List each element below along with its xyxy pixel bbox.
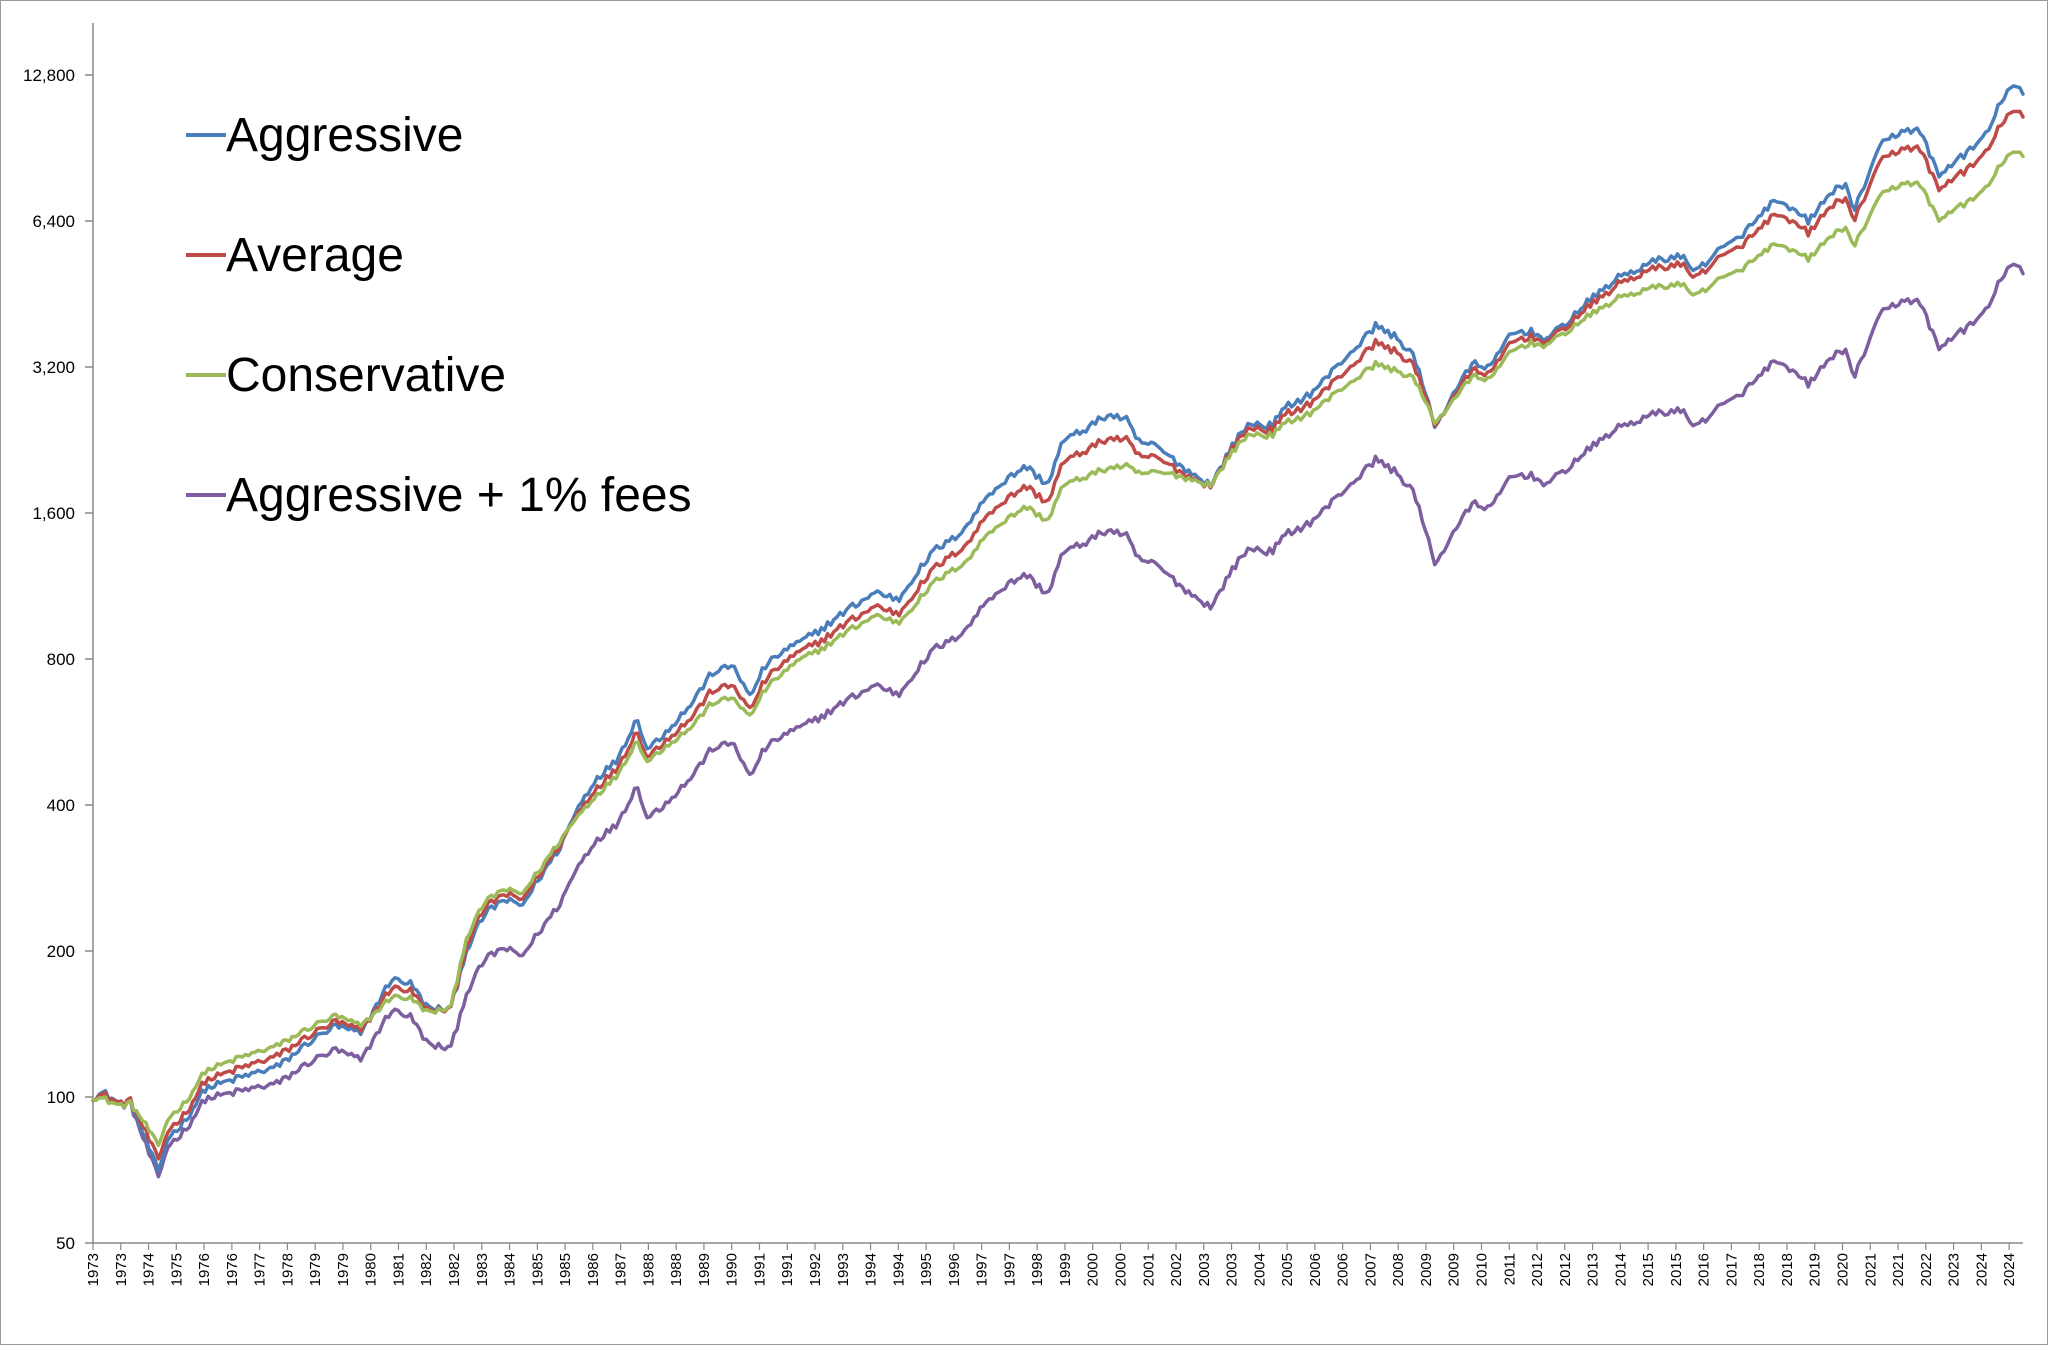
series-line-aggressive <box>91 84 2025 1173</box>
x-tick-label: 2003 <box>1196 1253 1213 1286</box>
x-tick-label: 1989 <box>696 1253 713 1286</box>
x-tick-label: 2010 <box>1473 1253 1490 1286</box>
series-line-aggressive-1-fees <box>91 262 2025 1179</box>
x-tick-label: 2000 <box>1085 1253 1102 1286</box>
x-tick-label: 1985 <box>529 1253 546 1286</box>
x-tick-label: 2014 <box>1612 1253 1629 1286</box>
y-tick-label: 1,600 <box>32 504 75 523</box>
x-tick-label: 1994 <box>863 1253 880 1286</box>
legend-label: Aggressive <box>226 109 463 162</box>
x-tick-label: 1986 <box>585 1253 602 1286</box>
x-tick-label: 1979 <box>307 1253 324 1286</box>
x-tick-label: 1991 <box>751 1253 768 1286</box>
chart-axes: 50 100 200 400 800 1,600 3,200 6,400 12,800 1973 1… <box>23 23 2023 1286</box>
x-tick-label: 2005 <box>1279 1253 1296 1286</box>
series-layer <box>91 84 2025 1179</box>
x-tick-label: 2017 <box>1723 1253 1740 1286</box>
y-tick-label: 100 <box>47 1088 75 1107</box>
x-tick-label: 2006 <box>1307 1253 1324 1286</box>
x-tick-label: 2020 <box>1834 1253 1851 1286</box>
x-tick-label: 1993 <box>835 1253 852 1286</box>
x-tick-label: 2022 <box>1918 1253 1935 1286</box>
x-tick-label: 1994 <box>890 1253 907 1286</box>
y-tick-label: 50 <box>56 1234 75 1253</box>
x-tick-label: 1973 <box>85 1253 102 1286</box>
x-tick-label: 1980 <box>363 1253 380 1286</box>
series-line-average <box>91 109 2025 1161</box>
x-tick-label: 2018 <box>1751 1253 1768 1286</box>
x-tick-label: 2024 <box>1973 1253 1990 1286</box>
x-tick-label: 2021 <box>1862 1253 1879 1286</box>
x-tick-label: 1982 <box>446 1253 463 1286</box>
x-tick-label: 1996 <box>946 1253 963 1286</box>
legend-label: Average <box>226 229 404 282</box>
x-tick-label: 2001 <box>1140 1253 1157 1286</box>
x-tick-label: 2009 <box>1418 1253 1435 1286</box>
x-tick-label: 1997 <box>1001 1253 1018 1286</box>
y-tick-label: 3,200 <box>32 358 75 377</box>
x-tick-label: 2008 <box>1390 1253 1407 1286</box>
x-tick-label: 2003 <box>1224 1253 1241 1286</box>
x-tick-label: 1973 <box>113 1253 130 1286</box>
x-tick-label: 1982 <box>418 1253 435 1286</box>
x-tick-label: 1977 <box>252 1253 269 1286</box>
x-tick-label: 1988 <box>640 1253 657 1286</box>
x-tick-label: 1984 <box>502 1253 519 1286</box>
x-tick-label: 2024 <box>2001 1253 2018 1286</box>
x-tick-label: 2015 <box>1640 1253 1657 1286</box>
x-tick-label: 2004 <box>1251 1253 1268 1286</box>
x-tick-label: 1990 <box>724 1253 741 1286</box>
x-tick-label: 2000 <box>1112 1253 1129 1286</box>
series-line-conservative <box>91 150 2025 1148</box>
x-tick-label: 2013 <box>1585 1253 1602 1286</box>
legend-label: Conservative <box>226 349 506 402</box>
x-tick-label: 1999 <box>1057 1253 1074 1286</box>
legend-item: Aggressive <box>186 109 463 162</box>
y-tick-label: 12,800 <box>23 66 75 85</box>
y-tick-label: 6,400 <box>32 212 75 231</box>
x-tick-label: 1985 <box>557 1253 574 1286</box>
x-tick-label: 2018 <box>1779 1253 1796 1286</box>
x-tick-label: 1981 <box>390 1253 407 1286</box>
x-tick-label: 2012 <box>1557 1253 1574 1286</box>
x-tick-label: 1991 <box>779 1253 796 1286</box>
x-tick-label: 1976 <box>196 1253 213 1286</box>
x-tick-label: 1983 <box>474 1253 491 1286</box>
legend-item: Average <box>186 229 404 282</box>
x-tick-label: 1976 <box>224 1253 241 1286</box>
x-tick-label: 1975 <box>168 1253 185 1286</box>
legend-item: Aggressive + 1% fees <box>186 469 692 522</box>
x-tick-label: 2016 <box>1696 1253 1713 1286</box>
y-tick-label: 400 <box>47 796 75 815</box>
x-tick-label: 2009 <box>1446 1253 1463 1286</box>
x-tick-label: 1997 <box>974 1253 991 1286</box>
x-tick-label: 2011 <box>1501 1253 1518 1285</box>
x-tick-label: 2021 <box>1890 1253 1907 1286</box>
x-tick-label: 2002 <box>1168 1253 1185 1286</box>
x-tick-label: 1995 <box>918 1253 935 1286</box>
y-tick-label: 800 <box>47 650 75 669</box>
x-tick-label: 2007 <box>1362 1253 1379 1286</box>
x-tick-label: 1987 <box>613 1253 630 1286</box>
x-tick-label: 2015 <box>1668 1253 1685 1286</box>
x-tick-label: 1978 <box>279 1253 296 1286</box>
x-tick-label: 1988 <box>668 1253 685 1286</box>
x-tick-label: 1974 <box>141 1253 158 1286</box>
x-tick-label: 2019 <box>1807 1253 1824 1286</box>
x-tick-label: 1998 <box>1029 1253 1046 1286</box>
chart-legend: Aggressive Average Conservative Aggressive … <box>186 109 692 522</box>
x-tick-label: 2006 <box>1335 1253 1352 1286</box>
y-tick-label: 200 <box>47 942 75 961</box>
x-tick-label: 2012 <box>1529 1253 1546 1286</box>
legend-item: Conservative <box>186 349 506 402</box>
x-tick-label: 2023 <box>1946 1253 1963 1286</box>
legend-label: Aggressive + 1% fees <box>226 469 692 522</box>
x-tick-label: 1992 <box>807 1253 824 1286</box>
x-tick-label: 1979 <box>335 1253 352 1286</box>
